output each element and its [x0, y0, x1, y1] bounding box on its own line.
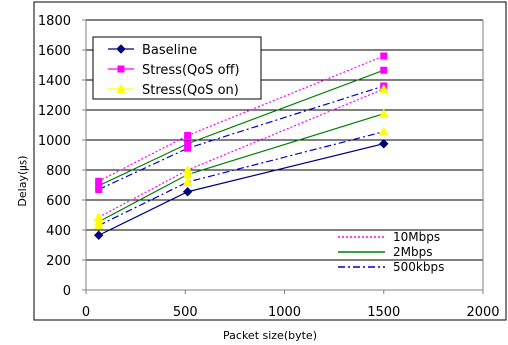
- legend-marker: [117, 65, 125, 73]
- legend-rate-label: 2Mbps: [393, 245, 432, 259]
- data-point: [93, 220, 104, 230]
- data-point: [184, 140, 192, 148]
- y-axis-title: Delay(㎲): [16, 155, 29, 206]
- legend-label: Stress(QoS on): [142, 83, 239, 98]
- y-tick-label: 800: [46, 164, 71, 179]
- y-tick-label: 200: [46, 254, 71, 269]
- legend-rate-label: 10Mbps: [393, 230, 440, 244]
- y-tick-labels: 0 200 400 600 800 1000 1200 1400 1600 1800: [38, 14, 86, 299]
- x-tick-labels: 0 500 1000 1500 2000: [82, 290, 500, 320]
- x-tick-label: 0: [82, 305, 90, 320]
- legend-rate-label: 500kbps: [393, 260, 444, 274]
- data-point: [95, 186, 103, 193]
- legend-marker: [116, 83, 126, 93]
- data-point: [182, 187, 193, 197]
- y-tick-label: 400: [46, 224, 71, 239]
- x-tick-label: 2000: [466, 305, 499, 320]
- x-tick-label: 1000: [268, 305, 301, 320]
- grid-lines: [86, 19, 484, 290]
- x-axis-title: Packet size(byte): [223, 329, 317, 342]
- y-tick-label: 1000: [38, 134, 71, 149]
- legend-markers: Baseline Stress(QoS off) Stress(QoS on): [92, 36, 262, 100]
- data-point: [379, 139, 389, 149]
- x-tick-label: 500: [173, 305, 198, 320]
- data-point: [95, 182, 103, 190]
- legend-label: Baseline: [142, 43, 197, 58]
- series-line-4: [98, 85, 384, 191]
- y-tick-label: 0: [63, 284, 71, 299]
- series-line-7: [98, 131, 384, 227]
- x-tick-label: 1500: [367, 305, 400, 320]
- data-point: [380, 66, 388, 74]
- y-tick-label: 1600: [38, 44, 71, 59]
- data-point: [182, 176, 193, 186]
- data-point: [95, 177, 103, 185]
- y-tick-label: 1400: [38, 74, 71, 89]
- y-tick-label: 1200: [38, 104, 71, 119]
- data-point: [93, 230, 104, 240]
- series-markers: [93, 52, 389, 240]
- y-tick-label: 600: [46, 194, 71, 209]
- data-point: [184, 132, 192, 139]
- legend-label: Stress(QoS off): [142, 63, 240, 78]
- data-point: [378, 108, 389, 118]
- data-point: [184, 144, 192, 152]
- legend-marker: [116, 44, 126, 54]
- data-point: [378, 126, 389, 136]
- data-point: [380, 52, 388, 60]
- data-point: [378, 83, 389, 93]
- y-tick-label: 1800: [38, 14, 71, 29]
